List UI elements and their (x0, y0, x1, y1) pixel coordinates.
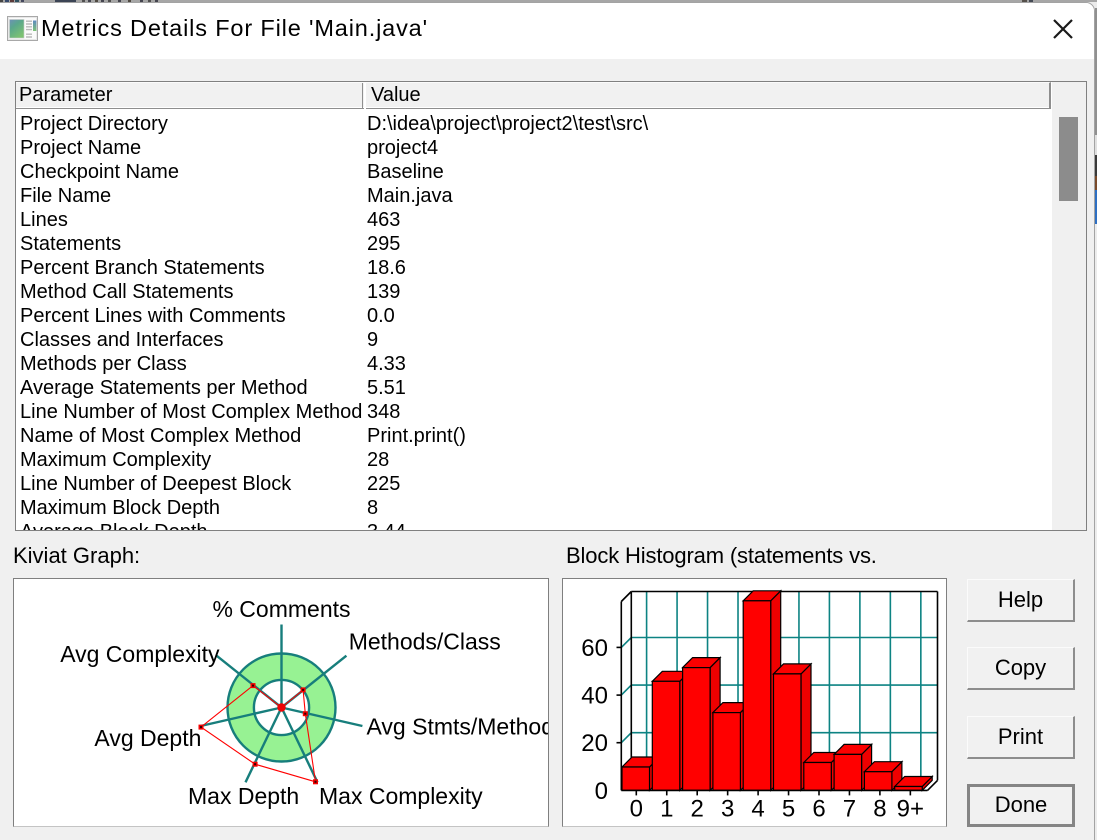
svg-text:Avg Depth: Avg Depth (94, 725, 201, 751)
svg-text:Max Depth: Max Depth (188, 783, 299, 809)
svg-text:0: 0 (630, 795, 643, 822)
svg-text:% Comments: % Comments (212, 596, 350, 622)
svg-text:0: 0 (595, 778, 608, 805)
svg-text:1: 1 (660, 795, 673, 822)
svg-text:40: 40 (581, 683, 608, 710)
svg-text:Methods/Class: Methods/Class (349, 629, 501, 655)
svg-text:4: 4 (751, 795, 764, 822)
svg-text:5: 5 (782, 795, 795, 822)
svg-text:Avg Stmts/Method: Avg Stmts/Method (367, 714, 549, 740)
svg-text:Max Complexity: Max Complexity (319, 783, 483, 809)
svg-text:Avg Complexity: Avg Complexity (60, 641, 220, 667)
svg-text:3: 3 (721, 795, 734, 822)
svg-text:7: 7 (843, 795, 856, 822)
svg-text:8: 8 (873, 795, 886, 822)
svg-text:9+: 9+ (897, 795, 924, 822)
svg-text:20: 20 (581, 730, 608, 757)
svg-text:60: 60 (581, 635, 608, 662)
svg-text:6: 6 (812, 795, 825, 822)
svg-text:2: 2 (691, 795, 704, 822)
